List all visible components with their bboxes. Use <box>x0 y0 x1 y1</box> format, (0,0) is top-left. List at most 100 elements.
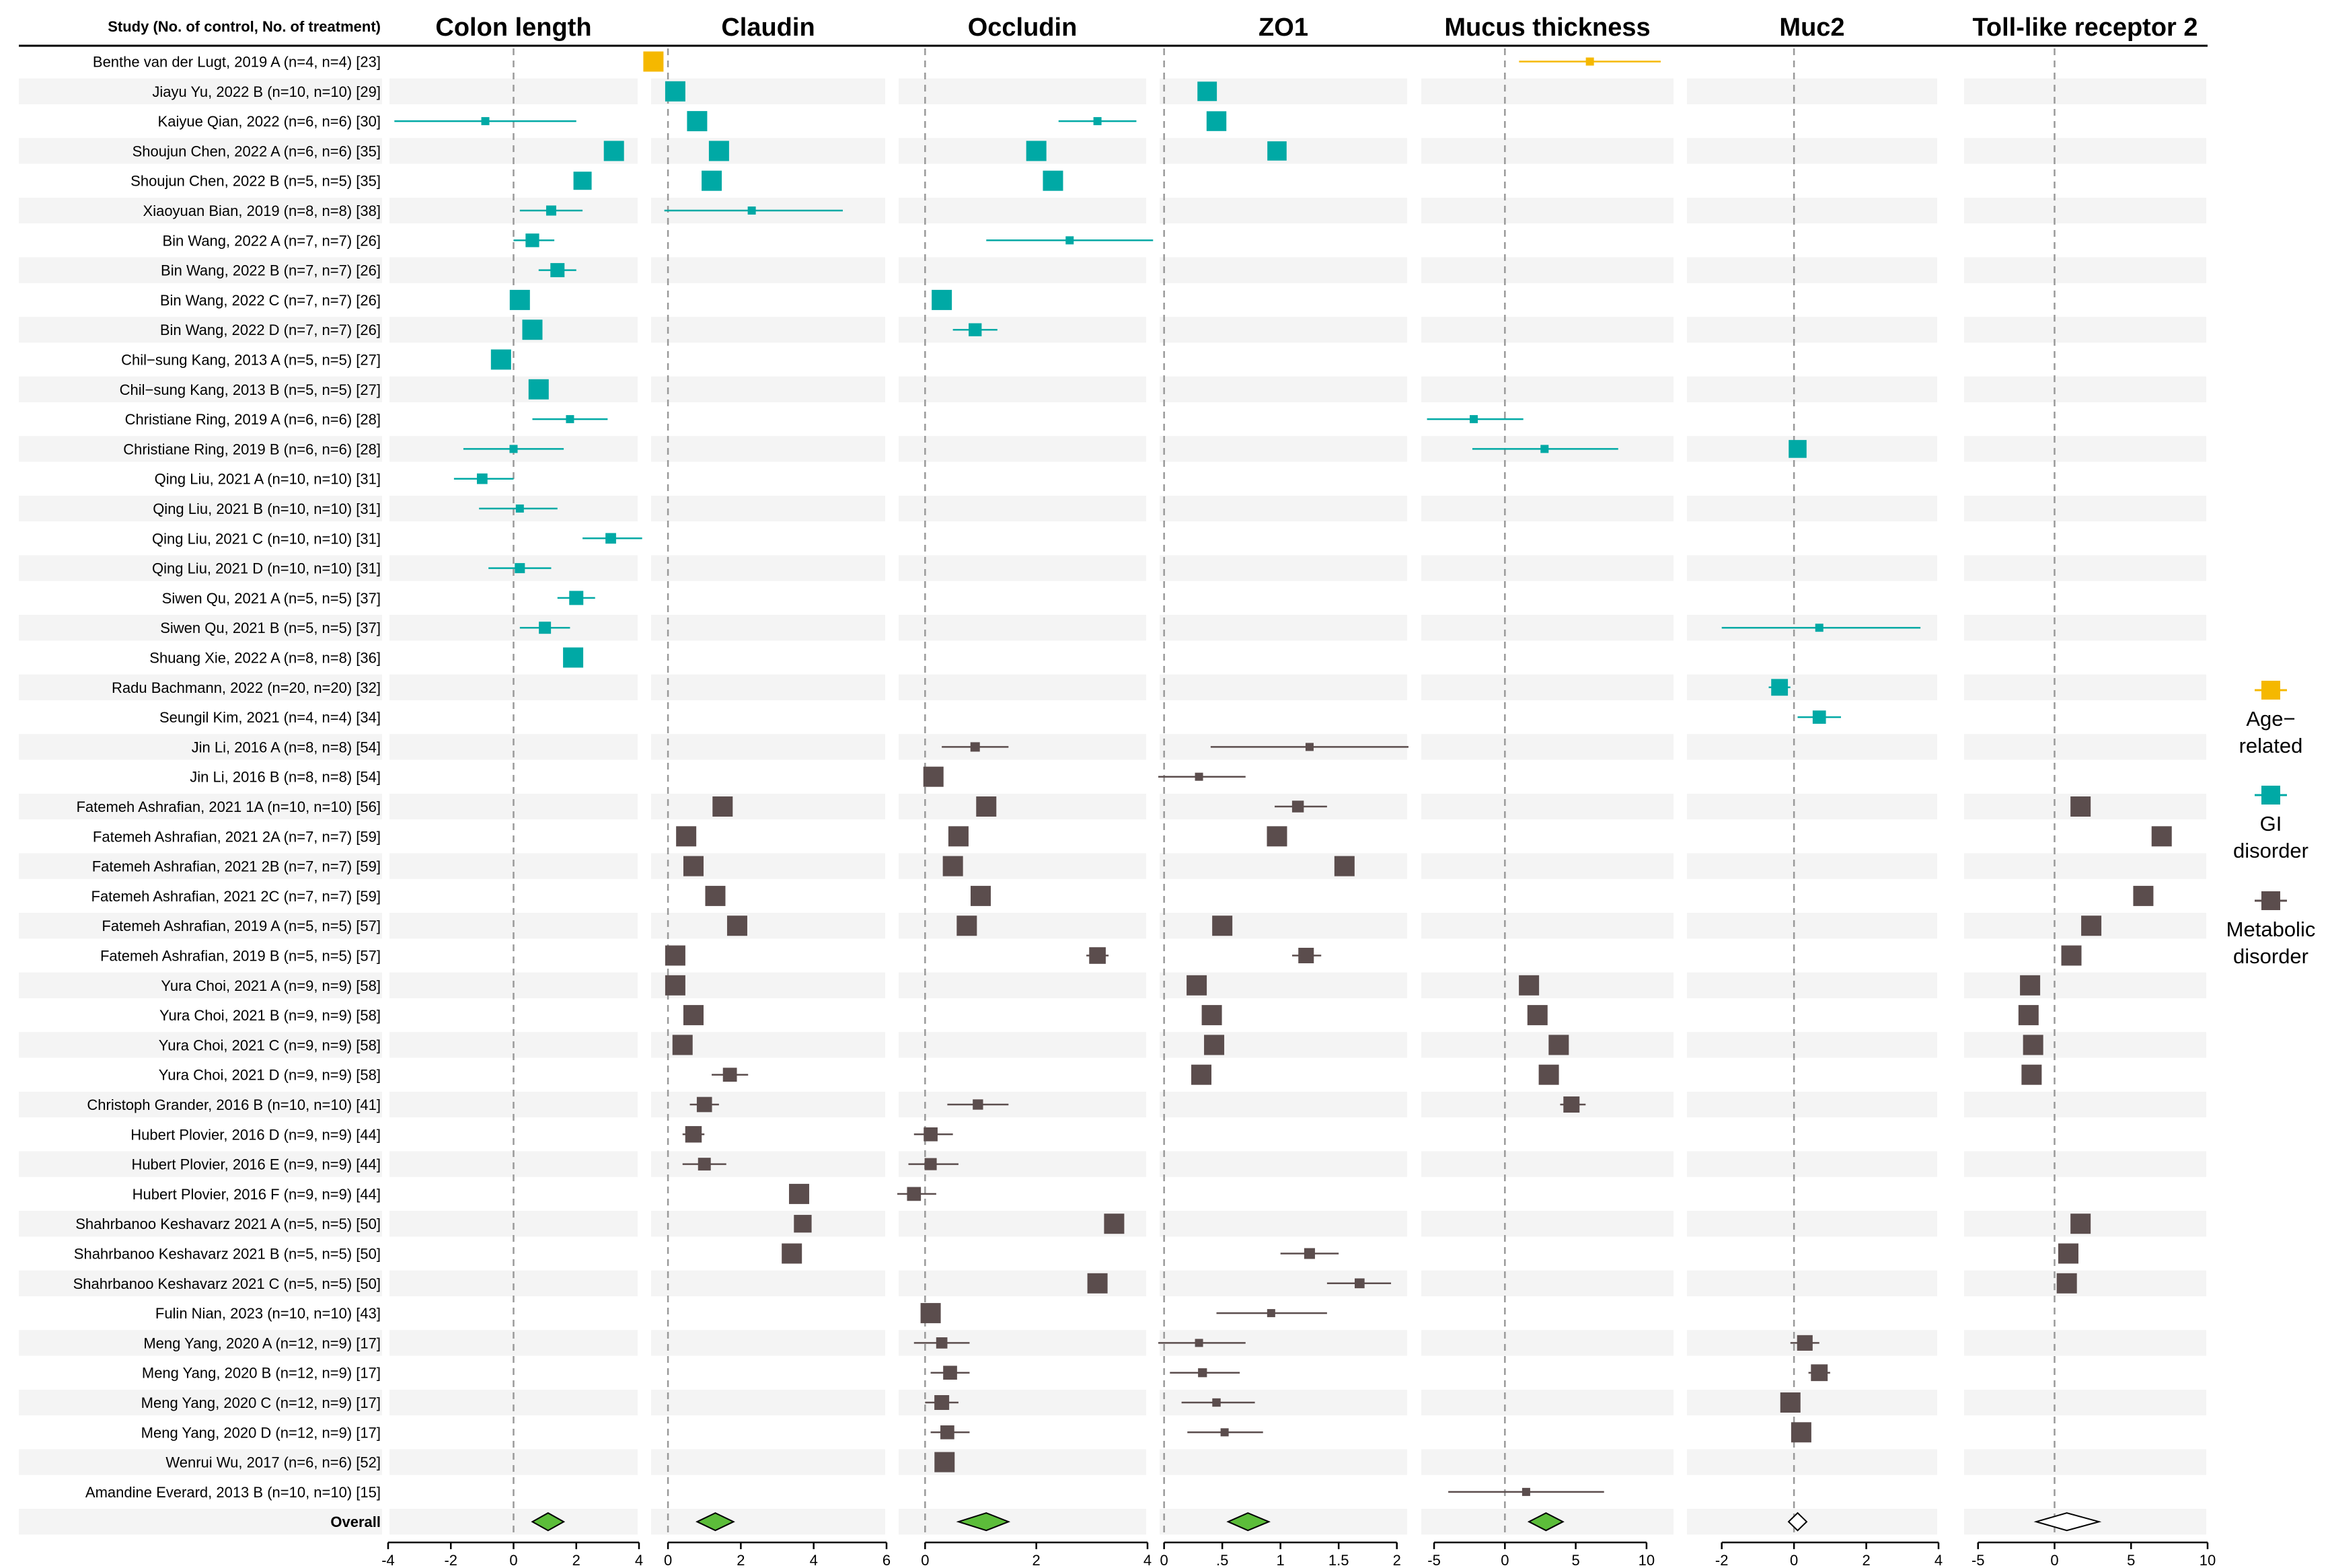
panel-title: Muc2 <box>1779 13 1844 42</box>
row-stripe <box>1160 615 1407 641</box>
row-stripe <box>1421 1389 1674 1416</box>
point-estimate <box>1585 57 1594 66</box>
point-estimate <box>971 885 991 906</box>
row-stripe <box>651 674 885 700</box>
row-stripe <box>651 555 885 581</box>
row-stripe <box>1687 138 1937 164</box>
point-estimate <box>789 1183 810 1204</box>
row-stripe <box>1160 674 1407 700</box>
x-tick-label: -5 <box>1427 1552 1441 1568</box>
overall-diamond <box>531 1512 566 1532</box>
row-stripe <box>651 913 885 939</box>
point-estimate <box>643 51 664 72</box>
row-stripe <box>1964 376 2206 402</box>
study-label: Shahrbanoo Keshavarz 2021 C (n=5, n=5) [… <box>73 1275 381 1292</box>
point-estimate <box>932 289 952 310</box>
point-estimate <box>969 323 982 336</box>
row-stripe <box>1160 1151 1407 1177</box>
point-estimate <box>685 1126 702 1143</box>
panel-title: Claudin <box>721 13 815 42</box>
legend-swatch <box>2261 786 2280 805</box>
row-stripe <box>1687 317 1937 343</box>
row-stripe <box>1687 78 1937 104</box>
row-stripe <box>1421 1032 1674 1058</box>
row-stripe <box>1687 555 1937 581</box>
point-estimate <box>683 856 704 876</box>
point-estimate <box>1197 81 1217 102</box>
row-stripe <box>19 1211 382 1237</box>
row-stripe <box>19 1330 382 1356</box>
study-label: Kaiyue Qian, 2022 (n=6, n=6) [30] <box>158 113 381 130</box>
point-estimate <box>2151 826 2172 847</box>
study-label: Qing Liu, 2021 D (n=10, n=10) [31] <box>152 560 381 577</box>
row-stripe <box>1687 1032 1937 1058</box>
study-label: Bin Wang, 2022 D (n=7, n=7) [26] <box>160 322 381 338</box>
panel-title: Toll-like receptor 2 <box>1972 13 2197 42</box>
row-stripe <box>651 734 885 760</box>
point-estimate <box>948 826 969 847</box>
x-tick-label: -5 <box>1971 1552 1985 1568</box>
x-tick-label: 4 <box>635 1552 643 1568</box>
study-label: Bin Wang, 2022 B (n=7, n=7) [26] <box>161 262 381 279</box>
row-stripe <box>1160 495 1407 522</box>
point-estimate <box>683 1005 704 1026</box>
x-tick-label: 4 <box>1143 1552 1152 1568</box>
point-estimate <box>1791 1422 1811 1443</box>
overall-diamond <box>696 1512 735 1532</box>
row-stripe <box>899 674 1146 700</box>
row-stripe <box>1160 1449 1407 1475</box>
row-stripe <box>899 615 1146 641</box>
point-estimate <box>1195 1339 1203 1347</box>
point-estimate <box>509 445 518 453</box>
study-label: Fatemeh Ashrafian, 2019 B (n=5, n=5) [57… <box>100 948 381 965</box>
point-estimate <box>2023 1035 2043 1055</box>
row-stripe <box>1687 1389 1937 1416</box>
study-label: Hubert Plovier, 2016 D (n=9, n=9) [44] <box>130 1126 381 1143</box>
point-estimate <box>907 1187 922 1201</box>
study-label: Seungil Kim, 2021 (n=4, n=4) [34] <box>159 709 381 726</box>
row-stripe <box>1160 436 1407 462</box>
study-label: Meng Yang, 2020 D (n=12, n=9) [17] <box>141 1424 381 1441</box>
study-label: Shoujun Chen, 2022 A (n=6, n=6) [35] <box>133 143 381 159</box>
row-stripe <box>19 793 382 820</box>
point-estimate <box>546 205 556 216</box>
point-estimate <box>1540 445 1549 453</box>
row-stripe <box>1964 495 2206 522</box>
study-label: Radu Bachmann, 2022 (n=20, n=20) [32] <box>112 679 381 696</box>
point-estimate <box>1087 1273 1108 1294</box>
point-estimate <box>924 1127 938 1142</box>
point-estimate <box>1089 947 1106 964</box>
row-stripe <box>1160 913 1407 939</box>
legend-swatch <box>2261 891 2280 910</box>
row-stripe <box>19 495 382 522</box>
row-stripe <box>1421 1270 1674 1296</box>
point-estimate <box>1204 1035 1225 1055</box>
row-stripe <box>1687 972 1937 998</box>
point-estimate <box>509 289 530 310</box>
study-label: Jin Li, 2016 B (n=8, n=8) [54] <box>190 769 381 786</box>
row-stripe <box>1160 78 1407 104</box>
row-stripe <box>1421 376 1674 402</box>
study-label: Shoujun Chen, 2022 B (n=5, n=5) [35] <box>130 173 381 190</box>
row-stripe <box>651 1509 885 1535</box>
row-stripe <box>899 1032 1146 1058</box>
point-estimate <box>1212 916 1233 936</box>
legend-label: Metabolic <box>2226 918 2316 941</box>
panel-mucus-thickness: Mucus thickness -5 0 5 10 <box>1427 13 1661 1568</box>
point-estimate <box>1191 1064 1212 1085</box>
row-stripe <box>899 78 1146 104</box>
point-estimate <box>747 207 756 215</box>
row-stripe <box>1687 1509 1937 1535</box>
point-estimate <box>1298 947 1314 964</box>
row-stripe <box>651 1091 885 1118</box>
x-tick-label: 2 <box>1032 1552 1041 1568</box>
point-estimate <box>794 1215 812 1233</box>
study-label: Fulin Nian, 2023 (n=10, n=10) [43] <box>155 1305 381 1322</box>
point-estimate <box>2058 1243 2078 1264</box>
x-tick-label: 0 <box>1790 1552 1798 1568</box>
x-tick-label: 0 <box>2050 1552 2058 1568</box>
study-label: Yura Choi, 2021 C (n=9, n=9) [58] <box>159 1037 381 1053</box>
point-estimate <box>920 1303 941 1324</box>
legend-label: disorder <box>2233 839 2308 862</box>
row-stripe <box>19 853 382 879</box>
